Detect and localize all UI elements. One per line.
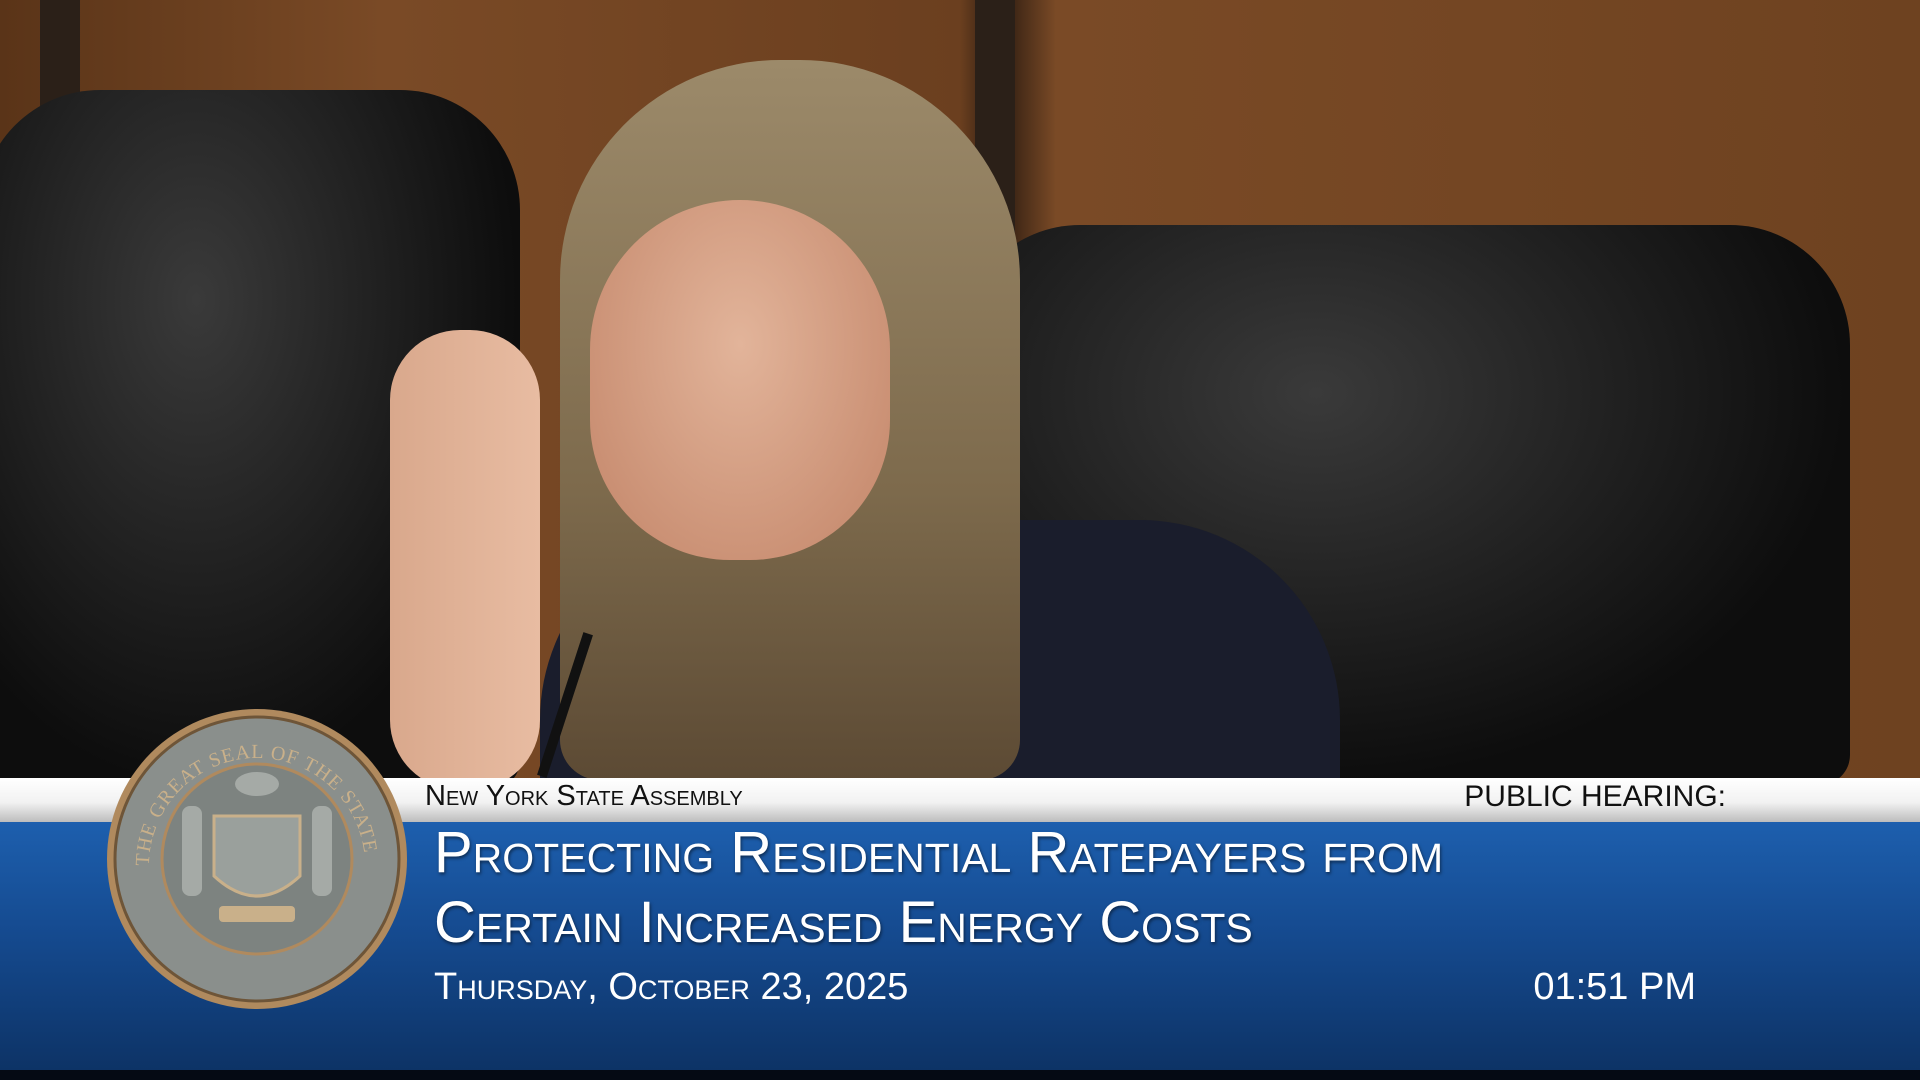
- title-line-1: Protecting Residential Ratepayers from: [434, 820, 1444, 885]
- organization-label: New York State Assembly: [425, 780, 743, 812]
- hearing-title: Protecting Residential Ratepayers from C…: [434, 818, 1443, 958]
- ny-state-seal-logo: THE GREAT SEAL OF THE STATE OF NEW YORK: [104, 706, 407, 1009]
- title-line-2: Certain Increased Energy Costs: [434, 890, 1253, 955]
- event-type-label: PUBLIC HEARING:: [1464, 780, 1726, 813]
- hearing-date: Thursday, October 23, 2025: [434, 966, 909, 1008]
- hearing-time: 01:51 PM: [1533, 966, 1696, 1008]
- speaker-face: [590, 200, 890, 560]
- speaker-arm: [390, 330, 540, 790]
- bottom-edge: [0, 1070, 1920, 1080]
